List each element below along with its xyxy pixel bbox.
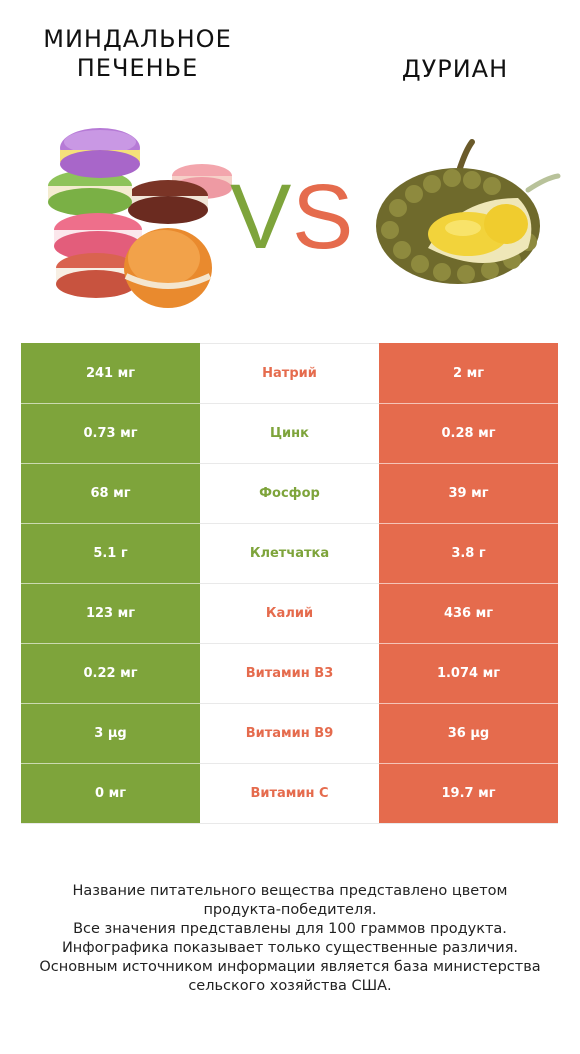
- table-row: 68 мг Фосфор 39 мг: [21, 463, 558, 523]
- nutrient-name-cell: Цинк: [200, 403, 379, 463]
- left-value-cell: 5.1 г: [21, 523, 200, 583]
- vs-s-letter: S: [292, 168, 353, 258]
- left-value-cell: 241 мг: [21, 343, 200, 403]
- nutrient-name-cell: Витамин C: [200, 763, 379, 823]
- right-value-cell: 2 мг: [379, 343, 558, 403]
- left-value-cell: 0.73 мг: [21, 403, 200, 463]
- table-row: 241 мг Натрий 2 мг: [21, 343, 558, 403]
- left-title-line2: печенье: [76, 54, 199, 82]
- right-value-cell: 0.28 мг: [379, 403, 558, 463]
- macaron-pink: [54, 213, 142, 261]
- right-value-cell: 19.7 мг: [379, 763, 558, 823]
- nutrient-name-cell: Натрий: [200, 343, 379, 403]
- footnote: Название питательного вещества представл…: [10, 882, 570, 996]
- nutrient-name-cell: Калий: [200, 583, 379, 643]
- footnote-line: Основным источником информации является …: [39, 959, 541, 975]
- left-title-line1: Миндальное: [43, 25, 232, 53]
- vs-v-letter: V: [230, 168, 291, 258]
- footnote-line: сельского хозяйства США.: [188, 978, 392, 994]
- macarons-image: [48, 128, 232, 308]
- macaron-orange: [124, 228, 212, 308]
- macaron-brown: [128, 180, 208, 224]
- footnote-line: Название питательного вещества представл…: [72, 883, 508, 899]
- footnote-line: Все значения представлены для 100 граммо…: [73, 921, 507, 937]
- table-row: 5.1 г Клетчатка 3.8 г: [21, 523, 558, 583]
- vs-label: V S: [230, 168, 353, 258]
- table-row: 0 мг Витамин C 19.7 мг: [21, 763, 558, 824]
- table-row: 123 мг Калий 436 мг: [21, 583, 558, 643]
- right-value-cell: 3.8 г: [379, 523, 558, 583]
- table-row: 0.73 мг Цинк 0.28 мг: [21, 403, 558, 463]
- footnote-line: Инфографика показывает только существенн…: [61, 940, 519, 956]
- durian-image: [376, 139, 561, 284]
- left-value-cell: 123 мг: [21, 583, 200, 643]
- nutrient-name-cell: Клетчатка: [200, 523, 379, 583]
- left-value-cell: 3 µg: [21, 703, 200, 763]
- left-value-cell: 0 мг: [21, 763, 200, 823]
- table-row: 0.22 мг Витамин B3 1.074 мг: [21, 643, 558, 703]
- right-value-cell: 1.074 мг: [379, 643, 558, 703]
- right-value-cell: 436 мг: [379, 583, 558, 643]
- nutrient-name-cell: Фосфор: [200, 463, 379, 523]
- left-value-cell: 0.22 мг: [21, 643, 200, 703]
- right-product-title: Дуриан: [401, 55, 509, 83]
- macaron-red: [56, 253, 136, 298]
- left-product-title: Миндальное печенье: [0, 25, 275, 83]
- table-row: 3 µg Витамин B9 36 µg: [21, 703, 558, 763]
- nutrient-comparison-table: 241 мг Натрий 2 мг 0.73 мг Цинк 0.28 мг 68 мг Ф…: [21, 343, 558, 824]
- right-value-cell: 36 µg: [379, 703, 558, 763]
- footnote-line: продукта-победителя.: [203, 902, 377, 918]
- macaron-purple: [60, 128, 140, 178]
- macaron-green: [48, 170, 132, 216]
- right-value-cell: 39 мг: [379, 463, 558, 523]
- left-value-cell: 68 мг: [21, 463, 200, 523]
- nutrient-name-cell: Витамин B9: [200, 703, 379, 763]
- nutrient-name-cell: Витамин B3: [200, 643, 379, 703]
